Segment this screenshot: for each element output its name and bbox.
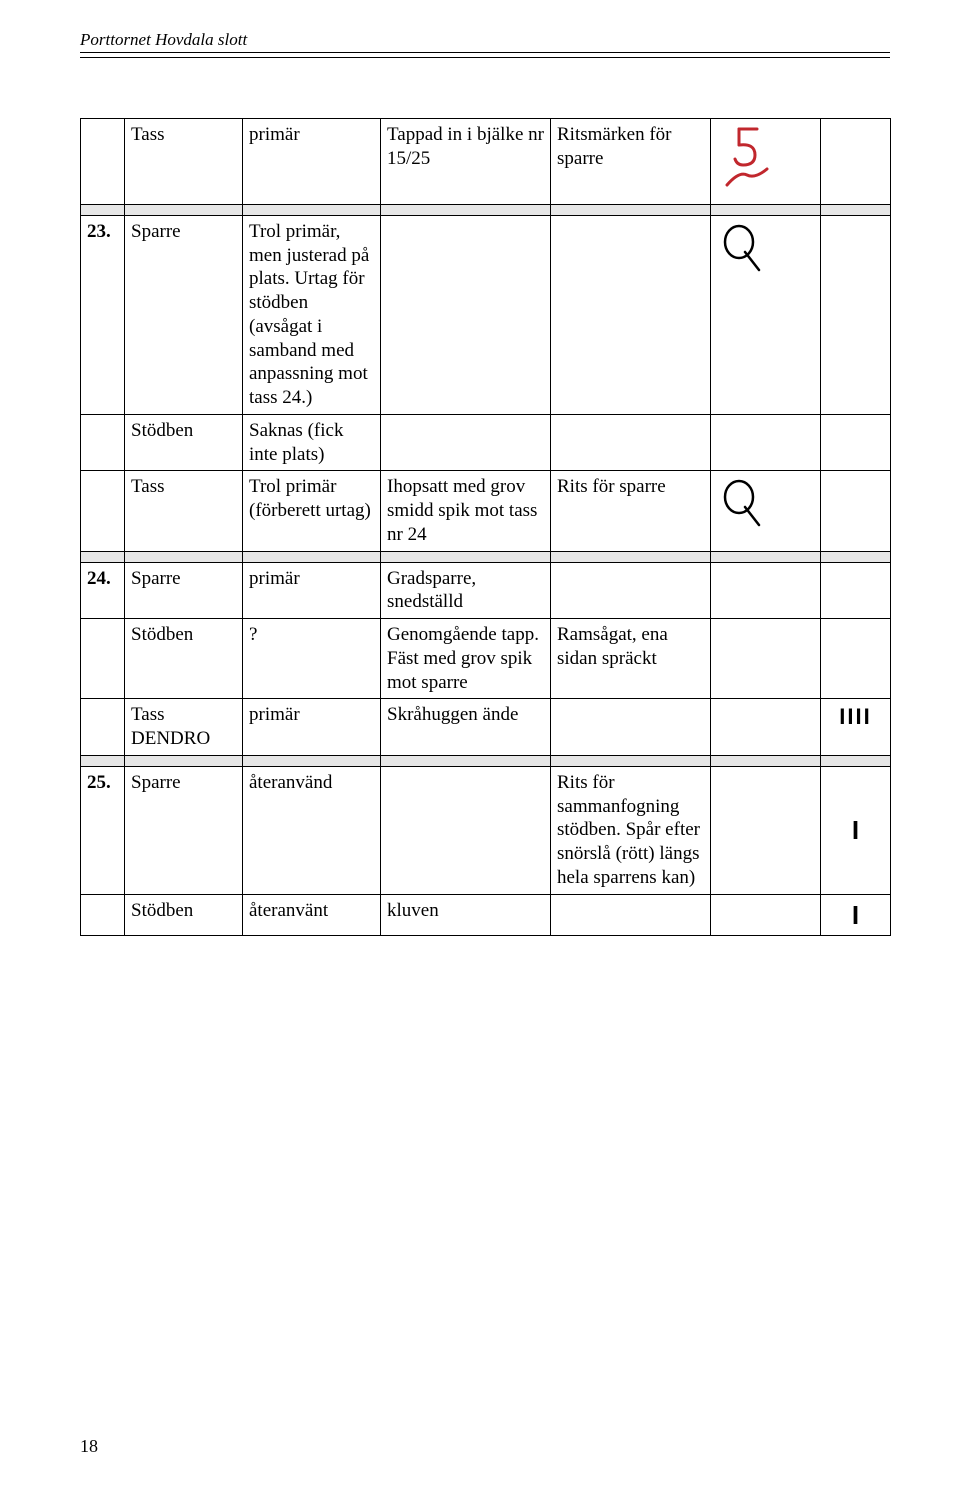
cell: Saknas (fick inte plats) [243,414,381,471]
q-mark-icon [717,475,767,535]
tally-mark: IIII [821,699,891,756]
cell: Rits för sammanfogning stödben. Spår eft… [551,766,711,894]
cell: primär [243,699,381,756]
row-number: 23. [81,215,125,414]
tally-mark: I [821,766,891,894]
cell: Rits för sparre [551,471,711,551]
header-rule [80,57,890,58]
page-header: Porttornet Hovdala slott [80,30,890,53]
page-number: 18 [80,1436,98,1457]
page: Porttornet Hovdala slott Tass primär Tap… [0,0,960,1487]
cell: primär [243,119,381,205]
cell: Ihopsatt med grov smidd spik mot tass nr… [381,471,551,551]
row-number: 25. [81,766,125,894]
cell: återanvänd [243,766,381,894]
cell: återanvänt [243,894,381,936]
cell: primär [243,562,381,619]
table-row: Stödben Saknas (fick inte plats) [81,414,891,471]
cell: Tass [125,119,243,205]
cell: Tappad in i bjälke nr 15/25 [381,119,551,205]
cell: kluven [381,894,551,936]
table-row: Stödben återanvänt kluven I [81,894,891,936]
cell: Genomgående tapp. Fäst med grov spik mot… [381,619,551,699]
cell: Ritsmärken för sparre [551,119,711,205]
cell: Skråhuggen ände [381,699,551,756]
cell: Sparre [125,766,243,894]
cell: Ramsågat, ena sidan spräckt [551,619,711,699]
table-row: 23. Sparre Trol primär, men justerad på … [81,215,891,414]
mark-cell [711,215,821,414]
mark-cell [711,119,821,205]
cell: Stödben [125,414,243,471]
mark-cell [711,471,821,551]
table-row: 25. Sparre återanvänd Rits för sammanfog… [81,766,891,894]
cell: Trol primär, men justerad på plats. Urta… [243,215,381,414]
row-number: 24. [81,562,125,619]
cell: Sparre [125,215,243,414]
table-row: Stödben ? Genomgående tapp. Fäst med gro… [81,619,891,699]
q-mark-icon [717,220,767,280]
spacer-row [81,204,891,215]
cell: Tass DENDRO [125,699,243,756]
table-row: Tass primär Tappad in i bjälke nr 15/25 … [81,119,891,205]
table-row: 24. Sparre primär Gradsparre, snedställd [81,562,891,619]
spacer-row [81,755,891,766]
cell: ? [243,619,381,699]
main-table: Tass primär Tappad in i bjälke nr 15/25 … [80,118,891,936]
cell: Sparre [125,562,243,619]
table-row: Tass DENDRO primär Skråhuggen ände IIII [81,699,891,756]
cell: Gradsparre, snedställd [381,562,551,619]
cell: Trol primär (förberett urtag) [243,471,381,551]
cell: Stödben [125,619,243,699]
table-row: Tass Trol primär (förberett urtag) Ihops… [81,471,891,551]
rune-5-icon [717,123,777,193]
tally-mark: I [821,894,891,936]
spacer-row [81,551,891,562]
cell: Tass [125,471,243,551]
cell: Stödben [125,894,243,936]
